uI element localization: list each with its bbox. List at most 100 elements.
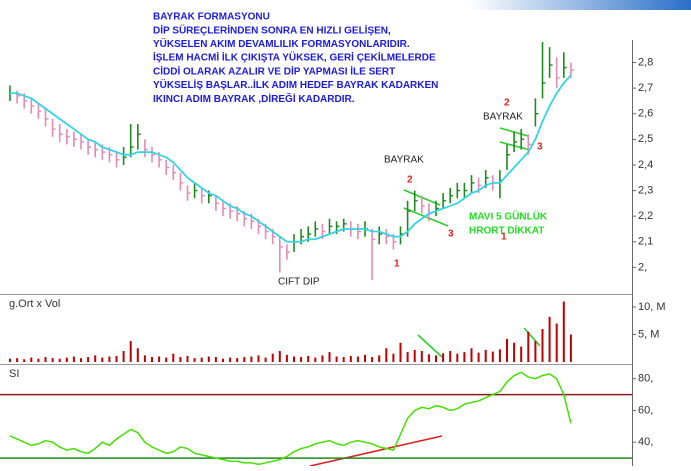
y-tick-label: 40, xyxy=(638,436,653,448)
volume-bar xyxy=(51,358,54,362)
volume-bar xyxy=(413,349,416,362)
annotation: 3 xyxy=(537,142,543,153)
annotation: BAYRAK xyxy=(384,155,424,166)
volume-bar xyxy=(236,358,239,362)
y-tick-label: 2,6 xyxy=(638,108,653,120)
annotation: HRORT DİKKAT xyxy=(469,224,544,237)
volume-bar xyxy=(491,351,494,362)
volume-bar xyxy=(456,353,459,362)
rsi-line xyxy=(9,371,572,466)
volume-bar xyxy=(193,358,196,362)
annotation: 2 xyxy=(407,175,413,186)
y-tick-label: 5, M xyxy=(638,328,659,340)
volume-bar xyxy=(364,354,366,362)
volume-bar xyxy=(151,357,153,362)
volume-bar xyxy=(172,353,175,362)
volume-bar xyxy=(165,357,168,362)
volume-bar xyxy=(335,356,338,362)
volume-bar xyxy=(356,356,359,362)
volume-bar xyxy=(115,355,118,362)
volume-bar xyxy=(101,357,104,362)
volume-bar xyxy=(136,348,139,362)
volume-bar xyxy=(371,357,374,362)
volume-bar xyxy=(314,357,317,362)
y-tick-label: 2,3 xyxy=(638,184,653,196)
volume-bar xyxy=(506,338,508,362)
volume-bar xyxy=(65,357,68,362)
volume-bar xyxy=(534,341,537,362)
volume-bar xyxy=(58,358,61,362)
y-tick-label: 80, xyxy=(638,373,653,385)
volume-bar xyxy=(250,356,253,362)
volume-bar xyxy=(435,355,437,362)
y-tick-label: 2,5 xyxy=(638,133,653,145)
annotation: BAYRAK xyxy=(483,112,523,123)
volume-bar xyxy=(463,352,466,362)
title-line: YÜKSELEN AKIM DEVAMLILIK FORMASYONLARIDI… xyxy=(153,37,410,50)
volume-bar xyxy=(264,357,267,362)
volume-bar xyxy=(72,356,75,362)
title-line: DİP SÜREÇLERİNDEN SONRA EN HIZLI GELİŞEN… xyxy=(153,23,391,36)
volume-bar xyxy=(200,357,203,362)
flag-line xyxy=(403,207,449,227)
volume-bar xyxy=(143,355,146,362)
volume-bar xyxy=(385,348,388,362)
volume-bar xyxy=(23,359,26,362)
volume-bar xyxy=(44,357,47,362)
volume-bar xyxy=(94,355,97,362)
y-tick-label: 2,7 xyxy=(638,82,653,94)
volume-bar xyxy=(207,356,210,362)
volume-bar xyxy=(342,357,345,362)
title-line: CİDDİ OLARAK AZALIR VE DİP YAPMASI İLE S… xyxy=(153,64,395,77)
volume-bar xyxy=(484,349,487,362)
toolbar-strip xyxy=(470,0,691,10)
volume-trend xyxy=(523,327,541,347)
annotation: CIFT DIP xyxy=(278,277,320,288)
volume-bar xyxy=(108,356,111,362)
volume-bar xyxy=(229,357,232,362)
volume-bar xyxy=(399,342,402,362)
volume-bar xyxy=(498,349,501,362)
flag-line xyxy=(499,141,531,151)
y-tick-label: 2,2 xyxy=(638,210,653,222)
y-tick-label: 2, xyxy=(638,261,647,273)
volume-bar xyxy=(470,348,473,362)
volume-bar xyxy=(293,356,295,362)
volume-bar xyxy=(285,354,288,362)
annotation: 1 xyxy=(501,232,507,243)
panel-label: SI xyxy=(9,368,19,380)
trend-lines xyxy=(309,127,541,467)
volume-bar xyxy=(548,316,551,362)
volume-bar xyxy=(349,355,352,362)
volume-bar xyxy=(477,352,480,362)
title-line: İŞLEM HACMİ İLK ÇIKIŞTA YÜKSEK, GERİ ÇEK… xyxy=(153,51,436,64)
title-line: YÜKSELİŞ BAŞLAR..İLK ADIM HEDEF BAYRAK K… xyxy=(153,78,438,91)
y-tick-label: 2,8 xyxy=(638,56,653,68)
moving-average xyxy=(10,74,572,243)
y-tick-label: 2,4 xyxy=(638,159,653,171)
volume-bar xyxy=(243,357,246,362)
y-tick-label: 10, M xyxy=(638,301,666,313)
title-line: IKINCI ADIM BAYRAK ,DİREĞİ KADARDIR. xyxy=(153,92,355,105)
annotation: 2 xyxy=(504,98,510,109)
volume-bar xyxy=(222,358,224,362)
volume-bar xyxy=(321,355,324,362)
volume-bar xyxy=(562,301,565,362)
volume-bar xyxy=(80,358,82,362)
volume-bar xyxy=(30,357,33,362)
volume-bar xyxy=(328,352,331,362)
volume-bar xyxy=(392,353,395,362)
volume-bar xyxy=(214,357,217,362)
volume-bar xyxy=(569,334,572,362)
y-tick-label: 2,1 xyxy=(638,236,653,248)
rsi-trend xyxy=(309,435,443,467)
volume-bar xyxy=(158,356,161,362)
volume-bar xyxy=(555,323,558,362)
volume-bar xyxy=(449,351,452,362)
volume-bar xyxy=(186,355,189,362)
volume-bar xyxy=(37,358,40,362)
title-line: BAYRAK FORMASYONU xyxy=(153,12,270,23)
volume-bar xyxy=(278,351,281,362)
volume-bar xyxy=(307,355,310,362)
